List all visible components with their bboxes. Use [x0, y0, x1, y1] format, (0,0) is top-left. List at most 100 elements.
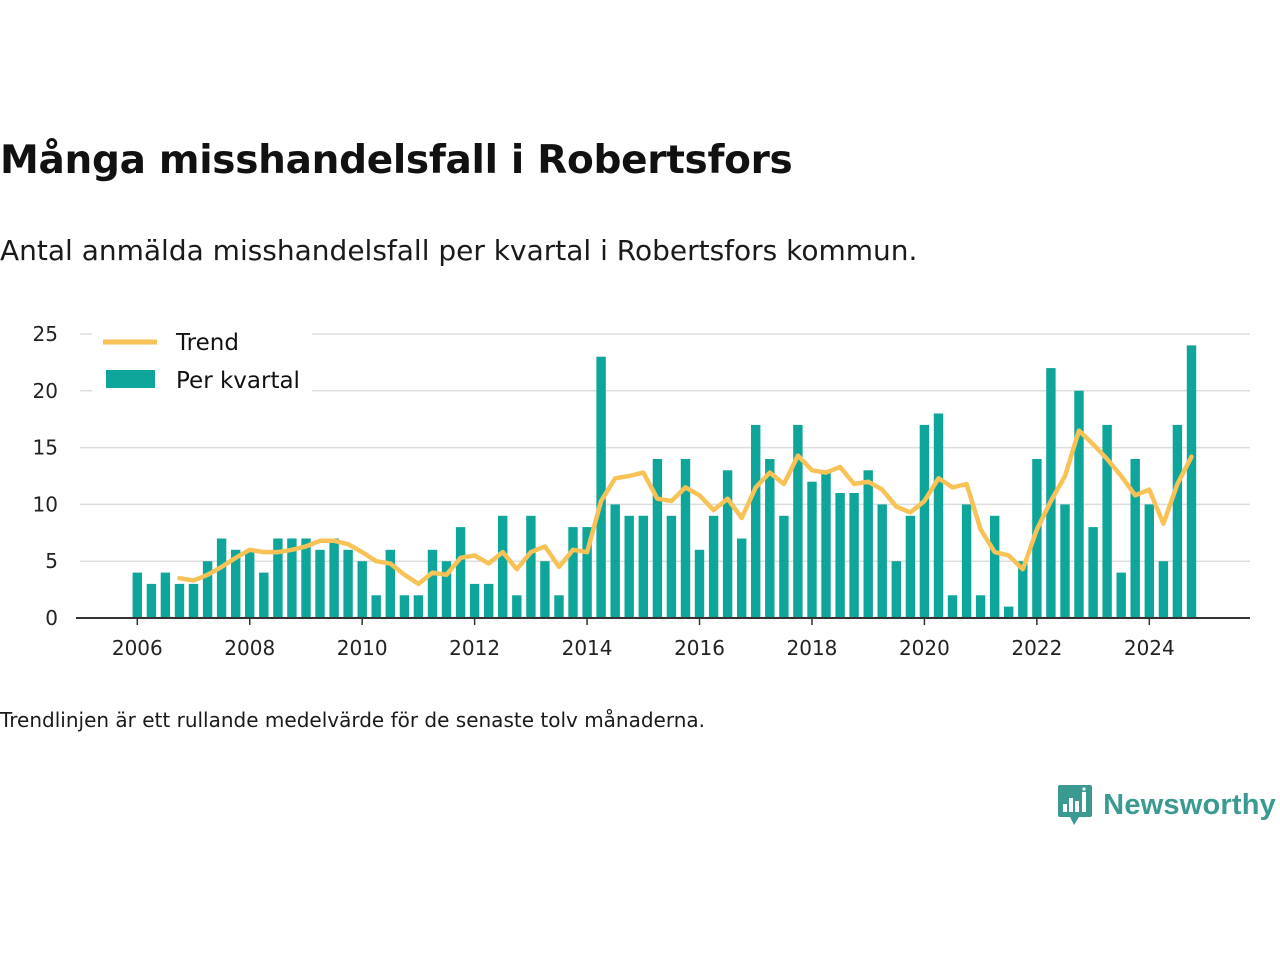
bar — [301, 538, 311, 618]
bar — [680, 459, 691, 618]
bar — [863, 470, 873, 618]
bar — [891, 561, 901, 618]
bars-series — [132, 345, 1197, 618]
bar — [652, 459, 663, 618]
bar — [666, 515, 677, 618]
bar — [329, 538, 339, 618]
bar — [512, 595, 522, 618]
bar — [413, 595, 424, 618]
bar — [1088, 527, 1098, 618]
bar — [231, 549, 241, 618]
bar — [722, 470, 733, 618]
trend-series — [177, 428, 1194, 587]
bar — [1032, 459, 1042, 618]
bar — [807, 481, 817, 618]
x-tick-label: 2008 — [224, 636, 275, 660]
bar — [990, 515, 1000, 618]
bar — [174, 583, 185, 618]
bar — [919, 424, 930, 618]
bar — [287, 538, 297, 618]
bar — [610, 504, 620, 618]
y-tick-label: 10 — [33, 492, 58, 516]
bar — [751, 424, 761, 618]
bar — [694, 549, 705, 618]
bar — [399, 595, 410, 618]
trend-line — [177, 428, 1194, 587]
bar — [568, 527, 578, 618]
bar — [1102, 424, 1112, 618]
bar — [1018, 561, 1028, 618]
bar — [188, 583, 199, 618]
bar — [216, 538, 227, 618]
x-tick-label: 2006 — [112, 636, 163, 660]
x-tick-label: 2010 — [337, 636, 388, 660]
bar — [877, 504, 887, 618]
bar — [385, 549, 395, 618]
bar — [526, 515, 536, 618]
footnote: Trendlinjen är ett rullande medelvärde f… — [0, 708, 706, 732]
bar — [1074, 390, 1084, 618]
bar — [1186, 345, 1197, 618]
bar — [638, 515, 648, 618]
bar — [1046, 368, 1056, 618]
bar — [484, 583, 494, 618]
x-tick-label: 2012 — [449, 636, 500, 660]
bar — [371, 595, 381, 618]
x-tick-label: 2018 — [787, 636, 838, 660]
bar — [975, 595, 986, 618]
bar — [1144, 504, 1154, 618]
y-tick-label: 20 — [33, 379, 58, 403]
bar — [343, 549, 353, 618]
bar — [905, 515, 916, 618]
x-tick-label: 2016 — [674, 636, 725, 660]
chart-subtitle: Antal anmälda misshandelsfall per kvarta… — [0, 234, 918, 267]
bar — [708, 515, 719, 618]
bar — [821, 470, 831, 618]
bar — [160, 572, 171, 618]
bar-line-chart: 2006 2008 2010 2012 2014 2016 2018 2020 2022 2024… — [33, 322, 1250, 660]
x-axis: 2006 2008 2010 2012 2014 2016 2018 2020 2022 2024 — [76, 617, 1250, 660]
bar — [1172, 424, 1183, 618]
legend-trend-label: Trend — [175, 330, 239, 356]
bar — [498, 515, 508, 618]
bar — [947, 595, 958, 618]
y-axis-labels: 0 5 10 15 20 25 — [33, 322, 58, 630]
bar — [835, 493, 845, 618]
chart-title: Många misshandelsfall i Robertsfors — [0, 138, 793, 183]
bar — [933, 413, 944, 618]
bar — [245, 549, 255, 618]
bar — [455, 527, 466, 618]
bar — [146, 583, 157, 618]
bar — [132, 572, 142, 618]
brand-name: Newsworthy — [1103, 788, 1276, 821]
newsworthy-logo-icon — [1058, 785, 1093, 825]
bar — [737, 538, 747, 618]
legend-bar-label: Per kvartal — [176, 368, 300, 394]
bar — [259, 572, 269, 618]
bar — [469, 583, 480, 618]
bar — [1004, 606, 1014, 618]
bar — [765, 459, 775, 618]
legend-bar-swatch — [106, 370, 155, 388]
bar — [624, 515, 634, 618]
legend: Trend Per kvartal — [92, 326, 312, 398]
y-tick-label: 0 — [45, 606, 58, 630]
y-tick-label: 15 — [33, 436, 58, 460]
bar — [1116, 572, 1126, 618]
bar — [554, 595, 564, 618]
brand-logo: Newsworthy — [1057, 783, 1276, 827]
bar — [540, 561, 550, 618]
x-tick-label: 2020 — [899, 636, 950, 660]
bar — [779, 515, 789, 618]
bar — [793, 424, 803, 618]
x-tick-label: 2022 — [1011, 636, 1062, 660]
bar — [202, 561, 213, 618]
bar — [441, 561, 452, 618]
bar — [1158, 561, 1169, 618]
bar — [357, 561, 367, 618]
bar — [315, 549, 325, 618]
x-tick-label: 2014 — [562, 636, 613, 660]
bar — [961, 504, 972, 618]
bar — [582, 527, 592, 618]
bar — [849, 493, 859, 618]
